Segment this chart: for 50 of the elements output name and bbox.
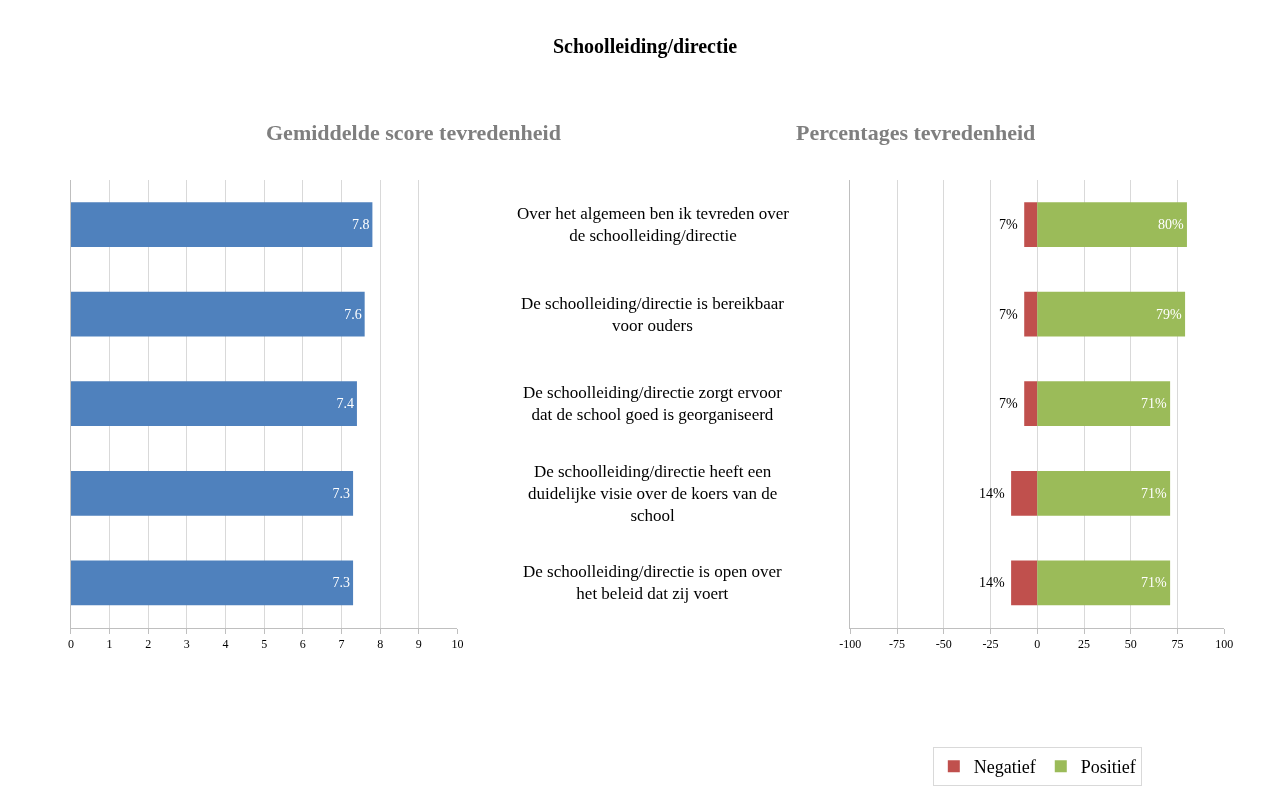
x-tick-label: 1 [106,637,113,651]
data-label: 7% [999,396,1018,411]
x-tick-label: -25 [982,637,999,651]
x-tick-label: 4 [222,637,229,651]
legend-label: Negatief [973,757,1036,778]
x-tick-label: 9 [415,637,422,651]
x-tick-label: 3 [183,637,190,651]
data-label: 79% [1156,306,1183,322]
bar [70,381,357,427]
x-tick-label: -75 [889,637,906,651]
x-tick-label: 75 [1171,637,1184,651]
data-label: 14% [979,575,1005,590]
bar [70,560,354,606]
text: Schoolleiding/directie [553,35,738,58]
data-label: 7.3 [332,575,351,591]
data-label: 71% [1141,485,1168,501]
x-tick-label: 100 [1215,637,1234,651]
x-tick-label: 7 [338,637,345,651]
y-tick-label: De schoolleiding/directie zorgt ervoor dat de school goed is georganiseerd [523,383,783,425]
data-label: 7% [999,217,1018,232]
bar [70,202,373,247]
data-label: 80% [1157,217,1184,233]
x-tick-label: 50 [1124,637,1137,651]
x-tick-label: 0 [1034,637,1041,651]
x-tick-label: 0 [67,637,74,651]
chart-title: Percentages tevredenheid [796,120,1036,145]
y-tick-label: De schoolleiding/directie is bereikbaar voor ouders [521,294,785,336]
x-tick-label: 10 [451,637,464,651]
x-tick-label: 5 [261,637,268,651]
data-label: 71% [1141,575,1168,591]
data-label: 7.3 [332,485,351,501]
y-tick-label: Over het algemeen ben ik tevreden over de schoolleiding/directie [517,204,790,246]
x-tick-label: 8 [377,637,384,651]
x-tick-label: -50 [935,637,952,651]
data-label: 7.4 [336,396,354,412]
x-tick-label: 25 [1078,637,1091,651]
data-label: 14% [979,486,1005,501]
x-tick-label: 6 [299,637,306,651]
data-label: 7% [999,307,1018,322]
data-label: 71% [1141,396,1168,412]
legend-label: Positief [1080,757,1136,778]
chart-title: Gemiddelde score tevredenheid [266,120,561,145]
bar [70,291,365,337]
x-tick-label: 2 [145,637,152,651]
x-tick-label: -100 [839,637,862,651]
bar [70,470,354,516]
data-label: 7.6 [344,306,362,322]
data-label: 7.8 [351,217,370,233]
y-tick-label: De schoolleiding/directie heeft een duidelijke visie over de koers van de school [528,462,778,526]
y-tick-label: De schoolleiding/directie is open over het beleid dat zij voert [523,562,783,604]
